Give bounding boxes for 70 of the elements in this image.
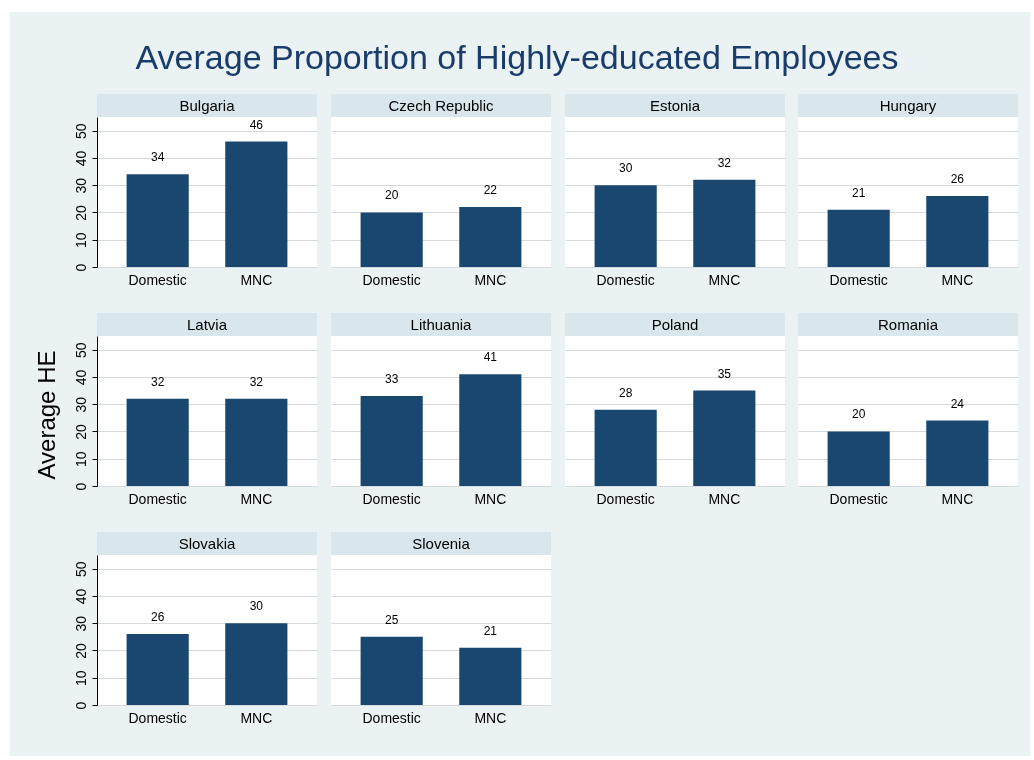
- y-tick-label: 50: [72, 342, 89, 358]
- x-tick-label: MNC: [941, 271, 974, 288]
- x-tick-label: Domestic: [829, 271, 888, 288]
- y-tick-label: 20: [72, 642, 89, 659]
- data-label: 30: [249, 599, 264, 614]
- data-label: 41: [483, 350, 498, 365]
- chart-title: Lithuania: [331, 313, 551, 336]
- y-tick-label: 30: [72, 177, 89, 194]
- data-label: 35: [717, 366, 732, 381]
- x-tick-label: Domestic: [362, 490, 421, 507]
- x-tick-label: MNC: [240, 490, 273, 507]
- y-tick-label: 50: [72, 123, 89, 139]
- x-tick-label: MNC: [240, 709, 273, 726]
- data-label: 20: [851, 407, 866, 422]
- data-label: 22: [483, 183, 498, 197]
- chart-title: Bulgaria: [97, 94, 317, 117]
- chart-title: Slovakia: [97, 532, 317, 555]
- x-tick-label: Domestic: [362, 271, 421, 288]
- x-tick-label: MNC: [240, 271, 273, 288]
- x-tick-label: MNC: [474, 709, 507, 726]
- y-tick-label: 0: [72, 263, 89, 272]
- x-tick-label: Domestic: [596, 271, 655, 288]
- data-label: 21: [851, 185, 866, 200]
- data-label: 24: [950, 396, 965, 411]
- chart-title: Latvia: [97, 313, 317, 336]
- x-tick-label: MNC: [708, 271, 741, 288]
- data-label: 32: [150, 374, 165, 389]
- x-tick-label: Domestic: [596, 490, 655, 507]
- chart-title: Slovenia: [331, 532, 551, 555]
- y-tick-label: 20: [72, 423, 89, 440]
- data-label: 20: [384, 188, 399, 203]
- data-label: 25: [384, 612, 399, 627]
- y-tick-label: 0: [72, 482, 89, 491]
- x-tick-label: Domestic: [128, 271, 187, 288]
- data-label: 33: [384, 372, 399, 386]
- chart-title: Estonia: [565, 94, 785, 117]
- x-tick-label: MNC: [474, 490, 507, 507]
- chart-title: Romania: [798, 313, 1018, 336]
- y-tick-label: 10: [72, 670, 89, 687]
- y-tick-label: 30: [72, 615, 89, 632]
- y-tick-label: 40: [72, 150, 89, 167]
- data-label: 26: [150, 610, 165, 625]
- data-label: 46: [249, 117, 264, 132]
- data-label: 21: [483, 623, 498, 638]
- data-label: 32: [717, 155, 732, 170]
- x-tick-label: Domestic: [128, 709, 187, 726]
- x-tick-label: MNC: [941, 490, 974, 507]
- data-label: 30: [618, 161, 633, 176]
- y-tick-label: 40: [72, 588, 89, 605]
- text: Average HE: [33, 350, 61, 480]
- text: Average Proportion of Highly-educated Employees: [134, 38, 900, 77]
- data-label: 26: [950, 172, 965, 187]
- y-tick-label: 0: [72, 701, 89, 710]
- y-tick-label: 10: [72, 451, 89, 468]
- x-tick-label: Domestic: [128, 490, 187, 507]
- y-tick-label: 50: [72, 561, 89, 577]
- x-tick-label: Domestic: [829, 490, 888, 507]
- x-tick-label: MNC: [708, 490, 741, 507]
- data-label: 28: [618, 385, 633, 400]
- y-tick-label: 20: [72, 204, 89, 221]
- data-label: 32: [249, 374, 264, 389]
- chart-title: Poland: [565, 313, 785, 336]
- data-label: 34: [150, 150, 165, 165]
- y-tick-label: 40: [72, 369, 89, 386]
- y-tick-label: 30: [72, 396, 89, 413]
- x-tick-label: Domestic: [362, 709, 421, 726]
- chart-title: Czech Republic: [331, 94, 551, 117]
- y-tick-label: 10: [72, 232, 89, 249]
- chart-title: Hungary: [798, 94, 1018, 117]
- x-tick-label: MNC: [474, 271, 507, 288]
